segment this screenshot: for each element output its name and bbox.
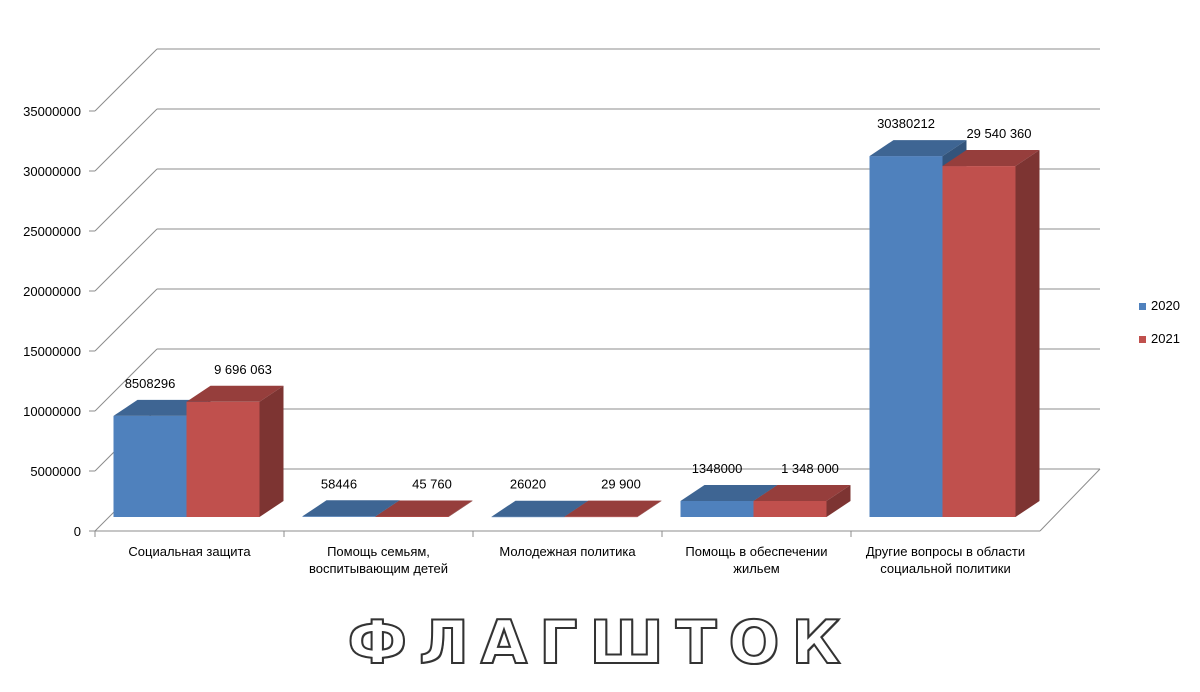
data-label-2020: 30380212 (877, 116, 935, 131)
data-label-2021: 9 696 063 (214, 362, 272, 377)
bar-top-2021 (564, 500, 662, 517)
category-label-line: воспитывающим детей (309, 561, 448, 576)
category-label-line: Помощь в обеспечении (685, 544, 827, 559)
gridline-side (94, 168, 158, 232)
gridline-side (94, 108, 158, 172)
category-label-line: Молодежная политика (499, 544, 636, 559)
floor-edge (1039, 468, 1101, 532)
bar-front-2020 (302, 516, 376, 517)
bar-side-2021 (637, 500, 662, 517)
legend-label-2021: 2021 (1151, 331, 1180, 346)
gridline-side (94, 48, 158, 112)
category-label: Помощь в обеспечении жильем (685, 544, 827, 576)
bar-top-2021 (375, 500, 473, 517)
data-label-2020: 1348000 (692, 461, 743, 476)
data-label-2020: 26020 (510, 477, 546, 492)
data-label-2021: 29 540 360 (966, 126, 1031, 141)
gridline-side (94, 348, 158, 412)
bar-side-2021 (1015, 150, 1040, 517)
bar-top-2020 (680, 484, 778, 501)
data-labels: 8508296 9 696 063 58446 45 760 26020 29 900 13… (125, 116, 1032, 492)
category-label-line: Социальная защита (128, 544, 251, 559)
y-tick-label: 25000000 (23, 224, 81, 239)
category-label-line: Помощь семьям, (327, 544, 430, 559)
bar-top-2021 (942, 150, 1040, 167)
gridline-side (94, 228, 158, 292)
bar-side-2021 (448, 500, 473, 517)
bar-top-2020 (491, 500, 589, 517)
axes: 0 5000000 10000000 15000000 20000000 25000000… (23, 104, 1040, 576)
category-label: Молодежная политика (499, 544, 636, 559)
legend-swatch-2021 (1139, 336, 1146, 343)
bar-front-2020 (869, 156, 943, 518)
data-label-2021: 29 900 (601, 477, 641, 492)
bar-front-2021 (942, 166, 1016, 517)
bar-front-2021 (375, 516, 449, 517)
y-tick-label: 5000000 (30, 464, 81, 479)
bar-top-2021 (753, 484, 851, 501)
bar-top-2021 (186, 385, 284, 402)
category-label-line: Другие вопросы в области (866, 544, 1025, 559)
legend: 2020 2021 (1139, 298, 1180, 346)
category-label-line: социальной политики (880, 561, 1010, 576)
bar-front-2020 (680, 500, 754, 517)
data-label-2021: 45 760 (412, 476, 452, 491)
y-tick-label: 30000000 (23, 164, 81, 179)
category-label: Другие вопросы в области социальной полит… (866, 544, 1025, 576)
bar-front-2021 (564, 516, 638, 518)
bar-side-2021 (826, 484, 851, 517)
bar-front-2020 (113, 415, 187, 517)
y-tick-label: 35000000 (23, 104, 81, 119)
y-tick-label: 20000000 (23, 284, 81, 299)
bar-front-2020 (491, 516, 565, 518)
y-tick-label: 0 (74, 524, 81, 539)
bars (113, 140, 1040, 518)
bar-front-2021 (753, 500, 827, 517)
category-label: Социальная защита (128, 544, 251, 559)
legend-label-2020: 2020 (1151, 298, 1180, 313)
bar-top-2020 (869, 140, 967, 157)
data-label-2020: 58446 (321, 476, 357, 491)
data-label-2020: 8508296 (125, 376, 176, 391)
category-label: Помощь семьям, воспитывающим детей (309, 544, 448, 576)
bar-top-2020 (113, 399, 211, 416)
bar-top-2020 (302, 500, 400, 517)
y-tick-label: 15000000 (23, 344, 81, 359)
category-label-line: жильем (733, 561, 780, 576)
data-label-2021: 1 348 000 (781, 461, 839, 476)
bar-side-2021 (259, 385, 284, 517)
bar-front-2021 (186, 401, 260, 517)
gridline-side (94, 288, 158, 352)
y-tick-label: 10000000 (23, 404, 81, 419)
watermark-logo: ФЛАГШТОК (346, 607, 853, 679)
legend-swatch-2020 (1139, 303, 1146, 310)
